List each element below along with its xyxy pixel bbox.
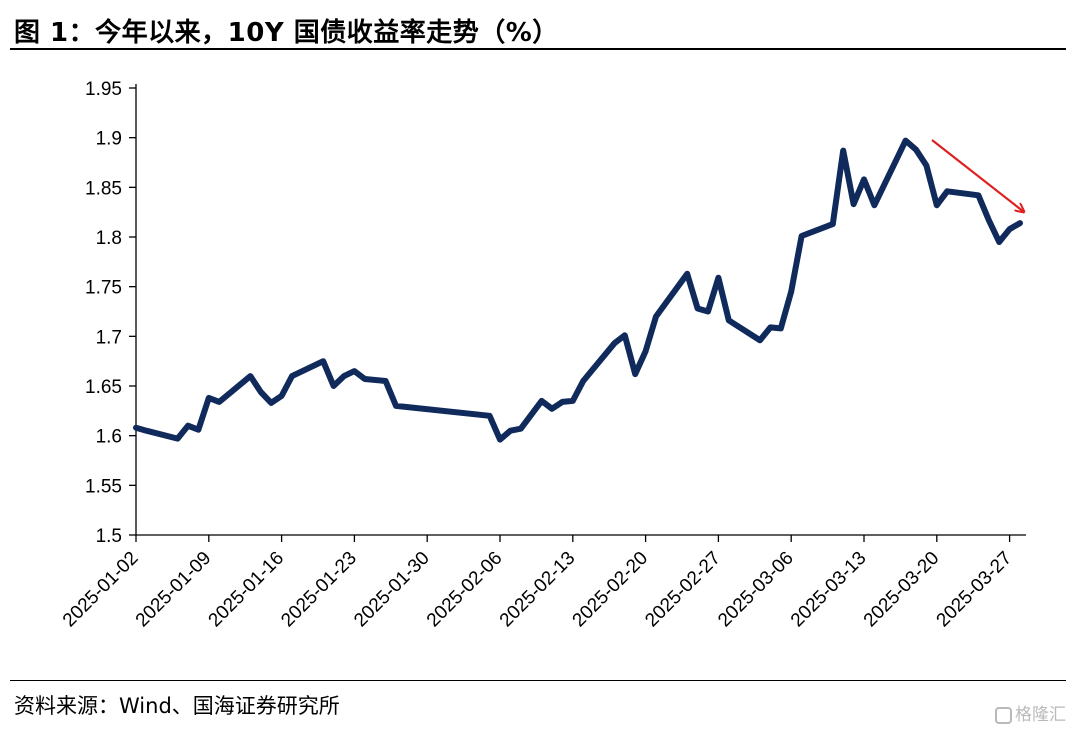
x-tick-label: 2025-03-20 <box>860 548 944 632</box>
data-point <box>550 407 554 411</box>
y-tick-label: 1.6 <box>96 427 122 448</box>
data-point <box>1008 227 1012 231</box>
y-tick-label: 1.65 <box>85 377 122 398</box>
x-tick-label: 2025-01-02 <box>59 548 143 632</box>
x-tick-label: 2025-01-23 <box>277 548 361 632</box>
source-note: 资料来源：Wind、国海证券研究所 <box>14 694 340 718</box>
data-point <box>862 177 866 181</box>
x-tick-label: 2025-02-13 <box>496 548 580 632</box>
y-tick-label: 1.55 <box>85 476 122 497</box>
data-point <box>176 437 180 441</box>
data-point <box>976 193 980 197</box>
data-point <box>290 374 294 378</box>
data-point <box>280 394 284 398</box>
data-point <box>394 404 398 408</box>
data-point <box>560 400 564 404</box>
trend-arrow-annotation <box>931 139 1024 212</box>
y-tick-label: 1.9 <box>96 129 122 150</box>
data-point <box>363 377 367 381</box>
data-point <box>997 240 1001 244</box>
data-point <box>987 218 991 222</box>
data-point <box>727 318 731 322</box>
data-point <box>498 438 502 442</box>
data-point <box>384 379 388 383</box>
data-point <box>488 414 492 418</box>
data-point <box>789 290 793 294</box>
data-point <box>779 326 783 330</box>
data-point <box>352 369 356 373</box>
data-point <box>633 372 637 376</box>
x-tick-label: 2025-02-27 <box>641 548 725 632</box>
data-point <box>540 399 544 403</box>
x-tick-label: 2025-02-20 <box>569 548 653 632</box>
data-point <box>654 315 658 318</box>
source-rule <box>10 680 1066 681</box>
y-tick-label: 1.85 <box>85 178 122 199</box>
y-tick-label: 1.95 <box>85 79 122 100</box>
watermark-logo-icon <box>995 707 1012 724</box>
y-tick-label: 1.5 <box>96 526 122 547</box>
x-axis: 2025-01-022025-01-092025-01-162025-01-23… <box>59 534 1026 632</box>
data-point <box>904 139 908 143</box>
data-point <box>144 429 148 433</box>
data-point <box>852 202 856 206</box>
title-rule <box>10 48 1066 50</box>
data-point <box>196 428 200 432</box>
data-point <box>217 400 221 404</box>
x-tick-label: 2025-03-27 <box>933 548 1017 632</box>
data-point <box>716 276 720 280</box>
x-tick-label: 2025-01-30 <box>350 548 434 632</box>
data-point <box>321 359 325 363</box>
data-point <box>571 399 575 403</box>
data-point <box>768 325 772 329</box>
x-tick-label: 2025-03-13 <box>787 548 871 632</box>
yield-series-line <box>133 137 1023 443</box>
data-point <box>831 222 835 226</box>
data-point <box>508 429 512 433</box>
data-point <box>186 424 190 428</box>
data-point <box>342 374 346 378</box>
data-point <box>914 148 918 152</box>
data-point <box>332 384 336 388</box>
data-point <box>269 401 273 405</box>
data-point <box>248 374 252 378</box>
watermark-text: 格隆汇 <box>1015 705 1066 725</box>
figure-title: 图 1：今年以来，10Y 国债收益率走势（%） <box>14 18 559 48</box>
data-point <box>706 310 710 313</box>
data-point <box>1018 221 1022 225</box>
yield-data-points <box>134 139 1022 442</box>
data-point <box>935 203 939 207</box>
data-point <box>134 426 138 430</box>
y-axis: 1.5 1.55 1.6 1.65 1.7 1.75 1.8 1.85 1.9 1.95 <box>85 79 137 547</box>
y-tick-label: 1.8 <box>96 228 122 249</box>
x-tick-label: 2025-02-06 <box>423 548 507 632</box>
y-tick-label: 1.7 <box>96 327 122 348</box>
x-tick-label: 2025-01-09 <box>132 548 216 632</box>
yield-line-chart: 1.5 1.55 1.6 1.65 1.7 1.75 1.8 1.85 1.9 1.95 2025… <box>59 79 1080 632</box>
data-point <box>800 234 804 238</box>
watermark: 格隆汇 <box>995 700 1066 725</box>
data-point <box>872 203 876 207</box>
data-point <box>644 349 648 353</box>
data-point <box>924 164 928 167</box>
data-point <box>623 333 627 337</box>
data-point <box>945 189 949 193</box>
data-point <box>685 272 689 276</box>
data-point <box>259 390 263 394</box>
x-tick-label: 2025-01-16 <box>205 548 289 632</box>
data-point <box>519 427 523 431</box>
data-point <box>612 341 616 345</box>
data-point <box>758 338 762 342</box>
data-point <box>841 149 845 153</box>
data-point <box>207 396 211 400</box>
x-tick-label: 2025-03-06 <box>714 548 798 632</box>
data-point <box>696 307 700 310</box>
data-point <box>581 379 585 383</box>
y-tick-label: 1.75 <box>85 278 122 299</box>
